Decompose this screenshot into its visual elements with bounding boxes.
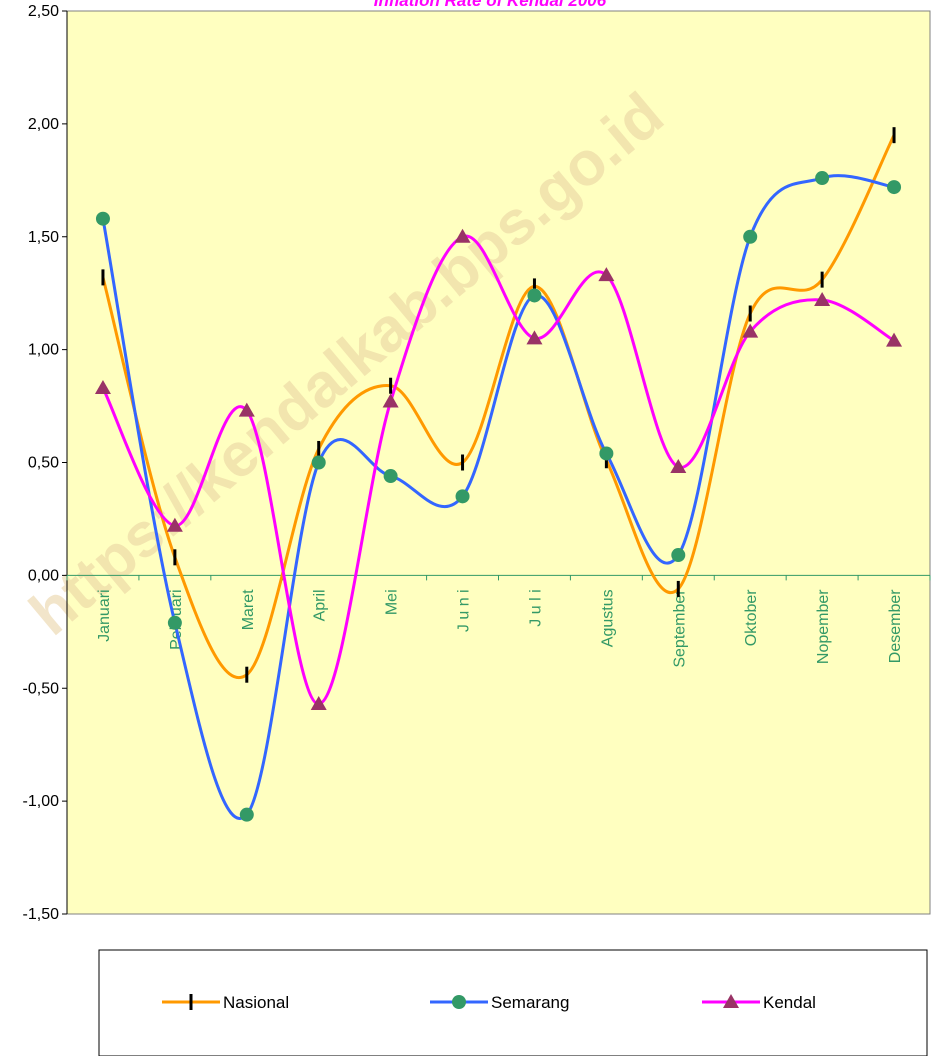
data-point-semarang: [95, 211, 110, 226]
y-tick-label: 2,50: [28, 3, 59, 20]
x-tick-label: Mei: [384, 589, 401, 615]
legend-label-kendal: Kendal: [763, 993, 816, 1012]
data-point-semarang: [239, 807, 254, 822]
x-tick-label: Agustus: [599, 589, 616, 647]
series-line-semarang: [101, 174, 895, 820]
legend: [98, 949, 928, 1057]
data-point-kendal: [814, 291, 831, 306]
legend-label-nasional: Nasional: [223, 993, 289, 1012]
x-tick-label: September: [671, 589, 688, 668]
chart-title: Inflation Rate of Kendal 2006: [374, 0, 607, 10]
y-tick-label: 0,00: [28, 567, 59, 584]
data-point-kendal: [742, 323, 759, 338]
data-point-kendal: [382, 393, 399, 408]
y-tick-label: 1,50: [28, 229, 59, 246]
y-tick-label: -0,50: [23, 680, 60, 697]
data-point-kendal: [670, 459, 687, 474]
y-tick-label: -1,00: [23, 793, 60, 810]
x-tick-label: J u l i: [527, 589, 544, 626]
data-point-semarang: [167, 615, 182, 630]
x-tick-label: Maret: [240, 589, 257, 630]
x-tick-label: Januari: [96, 589, 113, 641]
legend-entries: Nasional Semarang Kendal: [162, 993, 816, 1012]
data-point-kendal: [94, 380, 111, 395]
y-tick-label: 1,00: [28, 342, 59, 359]
legend-marker-kendal: [723, 994, 739, 1008]
data-point-semarang: [527, 288, 542, 303]
data-point-semarang: [815, 171, 830, 186]
legend-label-semarang: Semarang: [491, 993, 569, 1012]
data-point-kendal: [166, 517, 183, 532]
x-tick-label: Oktober: [743, 589, 760, 647]
data-point-semarang: [455, 489, 470, 504]
data-point-semarang: [383, 469, 398, 484]
data-point-semarang: [671, 548, 686, 563]
axes: 2,50 2,00 1,50 1,00 0,50 0,00 -0,50 -1,00 -1,50 J…: [23, 3, 931, 923]
x-tick-label: Desember: [887, 589, 904, 663]
series-lines: [94, 127, 903, 822]
data-point-kendal: [886, 332, 903, 347]
data-point-kendal: [454, 228, 471, 243]
y-tick-label: 2,00: [28, 116, 59, 133]
data-point-kendal: [310, 696, 327, 711]
x-tick-label: April: [312, 589, 329, 621]
data-point-semarang: [887, 180, 902, 195]
data-point-semarang: [311, 455, 326, 470]
x-tick-label: Nopember: [815, 589, 832, 664]
data-point-semarang: [599, 446, 614, 461]
data-point-kendal: [598, 267, 615, 282]
x-tick-label: J u n i: [456, 589, 473, 632]
data-point-semarang: [743, 229, 758, 244]
data-point-kendal: [238, 402, 255, 417]
y-tick-label: 0,50: [28, 455, 59, 472]
legend-marker-semarang: [452, 995, 466, 1009]
y-tick-label: -1,50: [23, 906, 60, 923]
data-point-kendal: [526, 330, 543, 345]
